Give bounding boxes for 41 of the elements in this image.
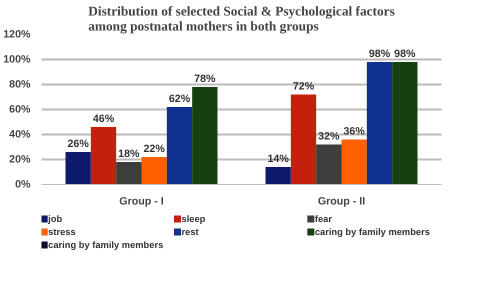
bar [166,107,192,184]
bar [316,144,342,184]
y-tick-label: 120% [3,28,32,40]
data-label: 22% [144,143,166,155]
y-tick-label: 0% [15,178,32,190]
bar [366,62,392,184]
legend-label: caring by family members [48,240,164,250]
data-label: 32% [318,130,340,142]
data-label: 14% [268,153,290,165]
chart-title: Distribution of selected Social & Psychological factors among postnatal mothers in both groups [88,4,395,34]
data-label: 72% [292,80,315,92]
bar [392,62,418,184]
y-tick-label: 100% [3,54,32,66]
bar [342,140,367,184]
y-tick-label: 80% [9,78,32,90]
data-label: 46% [92,113,115,125]
bar [66,152,91,184]
legend-label: caring by family members [314,227,430,237]
data-label: 26% [68,138,90,150]
data-label: 78% [194,73,216,85]
bar [142,157,167,184]
legend-label: sleep [182,214,206,224]
x-tick-label: Group - I [119,196,164,208]
data-label: 98% [368,48,391,60]
legend-label: fear [314,214,332,224]
bar [290,94,316,184]
x-tick-label: Group - II [318,196,366,208]
legend-label: job [47,214,62,224]
data-label: 62% [168,93,191,105]
bar [192,87,218,184]
y-tick-label: 60% [9,104,32,116]
data-label: 18% [118,148,140,160]
y-tick-label: 20% [9,154,32,166]
y-tick-label: 40% [9,128,32,140]
legend-label: stress [48,227,76,237]
bar [116,162,142,184]
data-label: 36% [344,126,366,138]
bar [266,167,291,184]
bar [90,127,116,184]
legend-label: rest [182,227,199,237]
data-label: 98% [394,48,416,60]
